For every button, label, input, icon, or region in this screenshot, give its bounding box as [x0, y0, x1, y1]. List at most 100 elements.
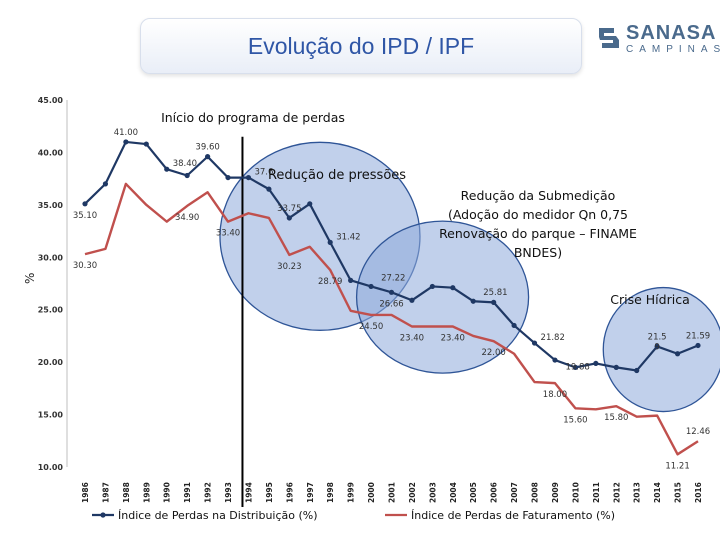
data-point [531, 340, 538, 346]
ellipse-submetering [355, 220, 530, 374]
x-tick-label: 2013 [633, 482, 642, 503]
y-tick-label: 40.00 [38, 148, 64, 157]
data-label: 31.42 [336, 232, 360, 242]
data-point [674, 351, 681, 357]
y-tick-label: 15.00 [38, 411, 64, 420]
x-tick-label: 2008 [531, 482, 540, 503]
y-tick-label: 10.00 [38, 463, 64, 472]
data-point [123, 139, 129, 145]
y-tick-label: 35.00 [38, 201, 64, 210]
data-label: 15.80 [604, 413, 628, 423]
annotation: Redução de pressões [268, 168, 406, 183]
data-point [164, 166, 170, 172]
data-point [205, 154, 211, 160]
data-label: 39.60 [195, 143, 219, 153]
data-point [470, 298, 476, 304]
data-point [634, 367, 640, 374]
data-label: 30.23 [277, 262, 301, 272]
x-tick-label: 2000 [367, 482, 376, 503]
data-point [307, 201, 313, 207]
x-tick-label: 2006 [490, 482, 499, 503]
annotation: Início do programa de perdas [161, 110, 345, 125]
data-label: 21.82 [541, 333, 565, 343]
x-tick-label: 1995 [265, 482, 274, 503]
x-tick-label: 1997 [306, 482, 315, 503]
x-tick-label: 2007 [510, 482, 519, 503]
data-label: 19.88 [565, 362, 589, 372]
x-tick-label: 2010 [571, 482, 580, 503]
data-point [143, 141, 149, 147]
data-point [368, 283, 374, 290]
data-point [552, 357, 558, 363]
x-tick-label: 2015 [674, 482, 683, 503]
data-point [225, 174, 231, 181]
line-chart: 10.00 15.00 20.00 25.00 30.00 35.00 40.00 45.00… [23, 96, 720, 522]
annotation: Redução da Submedição [461, 188, 616, 203]
annotation: (Adoção do medidor Qn 0,75 [448, 207, 628, 222]
x-tick-label: 1994 [244, 482, 253, 503]
data-label: 21.59 [686, 331, 710, 341]
data-point [184, 172, 190, 179]
logo-word: SANASA [626, 22, 717, 44]
title-box: Evolução do IPD / IPF [140, 18, 582, 74]
data-label: 30.30 [73, 261, 97, 271]
data-label: 33.40 [216, 229, 240, 239]
x-tick-label: 2011 [592, 482, 601, 503]
data-point [572, 364, 579, 370]
y-tick-label: 25.00 [38, 306, 64, 315]
data-point [286, 215, 292, 221]
y-tick-label: 30.00 [38, 253, 64, 262]
data-label: 35.10 [73, 211, 97, 221]
x-tick-label: 1992 [204, 482, 213, 503]
x-tick-label: 1990 [163, 482, 172, 503]
x-tick-label: 1999 [347, 482, 356, 503]
x-tick-label: 2009 [551, 482, 560, 503]
data-point [348, 277, 354, 283]
data-label: 23.40 [400, 333, 424, 343]
y-tick-label: 45.00 [38, 96, 64, 105]
data-point [266, 186, 272, 192]
logo-icon [599, 28, 619, 48]
x-tick-label: 1996 [285, 482, 294, 503]
ellipse-crisis [602, 286, 720, 413]
data-label: 38.40 [173, 159, 197, 169]
data-label: 23.40 [441, 333, 465, 343]
data-point [450, 285, 456, 291]
x-tick-label: 1993 [224, 482, 233, 503]
data-label: 28.79 [318, 277, 342, 287]
data-label: 15.60 [563, 415, 587, 425]
data-point [409, 297, 415, 303]
x-tick-label: 1991 [183, 482, 192, 503]
x-tick-label: 1988 [122, 482, 131, 503]
data-label: 27.22 [381, 273, 405, 283]
x-tick-label: 2012 [612, 482, 621, 503]
data-point [695, 342, 701, 349]
x-tick-label: 2005 [469, 482, 478, 503]
data-point [102, 181, 109, 187]
y-tick-label: 20.00 [38, 358, 64, 367]
data-point [613, 364, 619, 370]
data-label: 22.00 [481, 348, 505, 358]
series-line [84, 182, 699, 456]
annotation: BNDES) [514, 245, 562, 260]
header: Evolução do IPD / IPF SANASA CAMPINAS [0, 0, 720, 85]
data-point [593, 360, 599, 367]
page-title: Evolução do IPD / IPF [247, 33, 475, 59]
legend-label: Índice de Perdas na Distribuição (%) [118, 509, 318, 522]
x-tick-label: 1998 [326, 482, 335, 503]
data-label: 18.00 [543, 390, 567, 400]
data-label: 41.00 [114, 128, 138, 138]
logo: SANASA CAMPINAS [596, 22, 720, 58]
data-label: 24.50 [359, 322, 383, 332]
data-label: 12.46 [686, 427, 710, 437]
data-point [245, 174, 252, 181]
annotation: Renovação do parque – FINAME [439, 226, 637, 241]
x-tick-label: 1986 [81, 482, 90, 503]
y-axis-label: % [23, 273, 37, 284]
legend-marker [100, 512, 106, 518]
data-point [511, 322, 517, 329]
x-tick-label: 2004 [449, 482, 458, 503]
logo-sub: CAMPINAS [626, 44, 720, 55]
data-point [429, 283, 435, 290]
legend-label: Índice de Perdas de Faturamento (%) [411, 509, 615, 522]
